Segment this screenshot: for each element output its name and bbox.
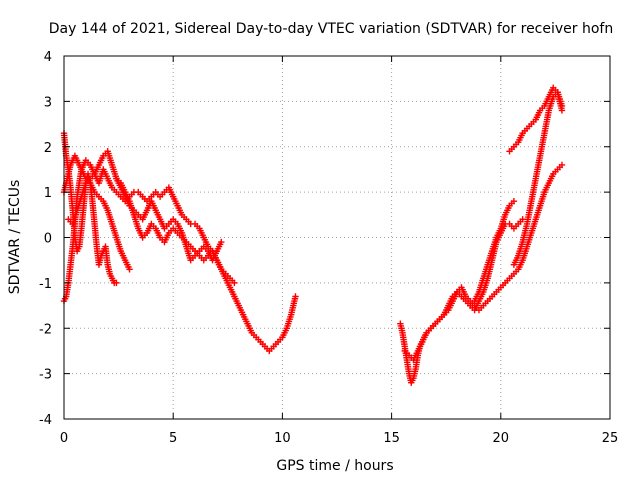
series-arc-j bbox=[506, 84, 566, 155]
data-point bbox=[558, 161, 566, 169]
y-tick-label: 3 bbox=[44, 95, 52, 110]
data-point bbox=[231, 279, 238, 287]
y-tick-label: -4 bbox=[39, 413, 52, 428]
data-point bbox=[510, 198, 518, 205]
data-point bbox=[113, 279, 120, 287]
x-tick-label: 5 bbox=[169, 431, 177, 446]
series-arc-g bbox=[401, 198, 518, 364]
x-tick-label: 15 bbox=[383, 431, 400, 446]
axis-ticks: 0 5 10 15 20 25 -4 -3 -2 -1 0 1 2 3 4 bbox=[39, 50, 618, 446]
y-axis-label: SDTVAR / TECUs bbox=[7, 180, 23, 295]
x-tick-label: 20 bbox=[493, 431, 510, 446]
grid bbox=[64, 56, 610, 419]
y-tick-label: 1 bbox=[44, 186, 52, 201]
data-point bbox=[558, 102, 566, 110]
series-arc-f bbox=[397, 161, 566, 386]
y-tick-label: 2 bbox=[44, 141, 52, 156]
x-tick-label: 25 bbox=[602, 431, 619, 446]
y-tick-label: -1 bbox=[39, 277, 52, 292]
x-tick-label: 0 bbox=[60, 431, 68, 446]
chart-title: Day 144 of 2021, Sidereal Day-to-day VTE… bbox=[49, 21, 613, 37]
y-tick-label: -2 bbox=[39, 322, 52, 337]
y-tick-label: -3 bbox=[39, 368, 52, 383]
x-axis-label: GPS time / hours bbox=[276, 458, 393, 474]
data-point bbox=[292, 293, 299, 300]
data-point bbox=[126, 266, 133, 273]
series-arc-e bbox=[113, 175, 238, 287]
y-tick-label: 4 bbox=[44, 50, 52, 65]
data-series-layer bbox=[60, 84, 566, 386]
data-point bbox=[218, 238, 225, 246]
y-tick-label: 0 bbox=[44, 232, 52, 247]
series-arc-c bbox=[60, 152, 133, 273]
x-tick-label: 10 bbox=[274, 431, 291, 446]
